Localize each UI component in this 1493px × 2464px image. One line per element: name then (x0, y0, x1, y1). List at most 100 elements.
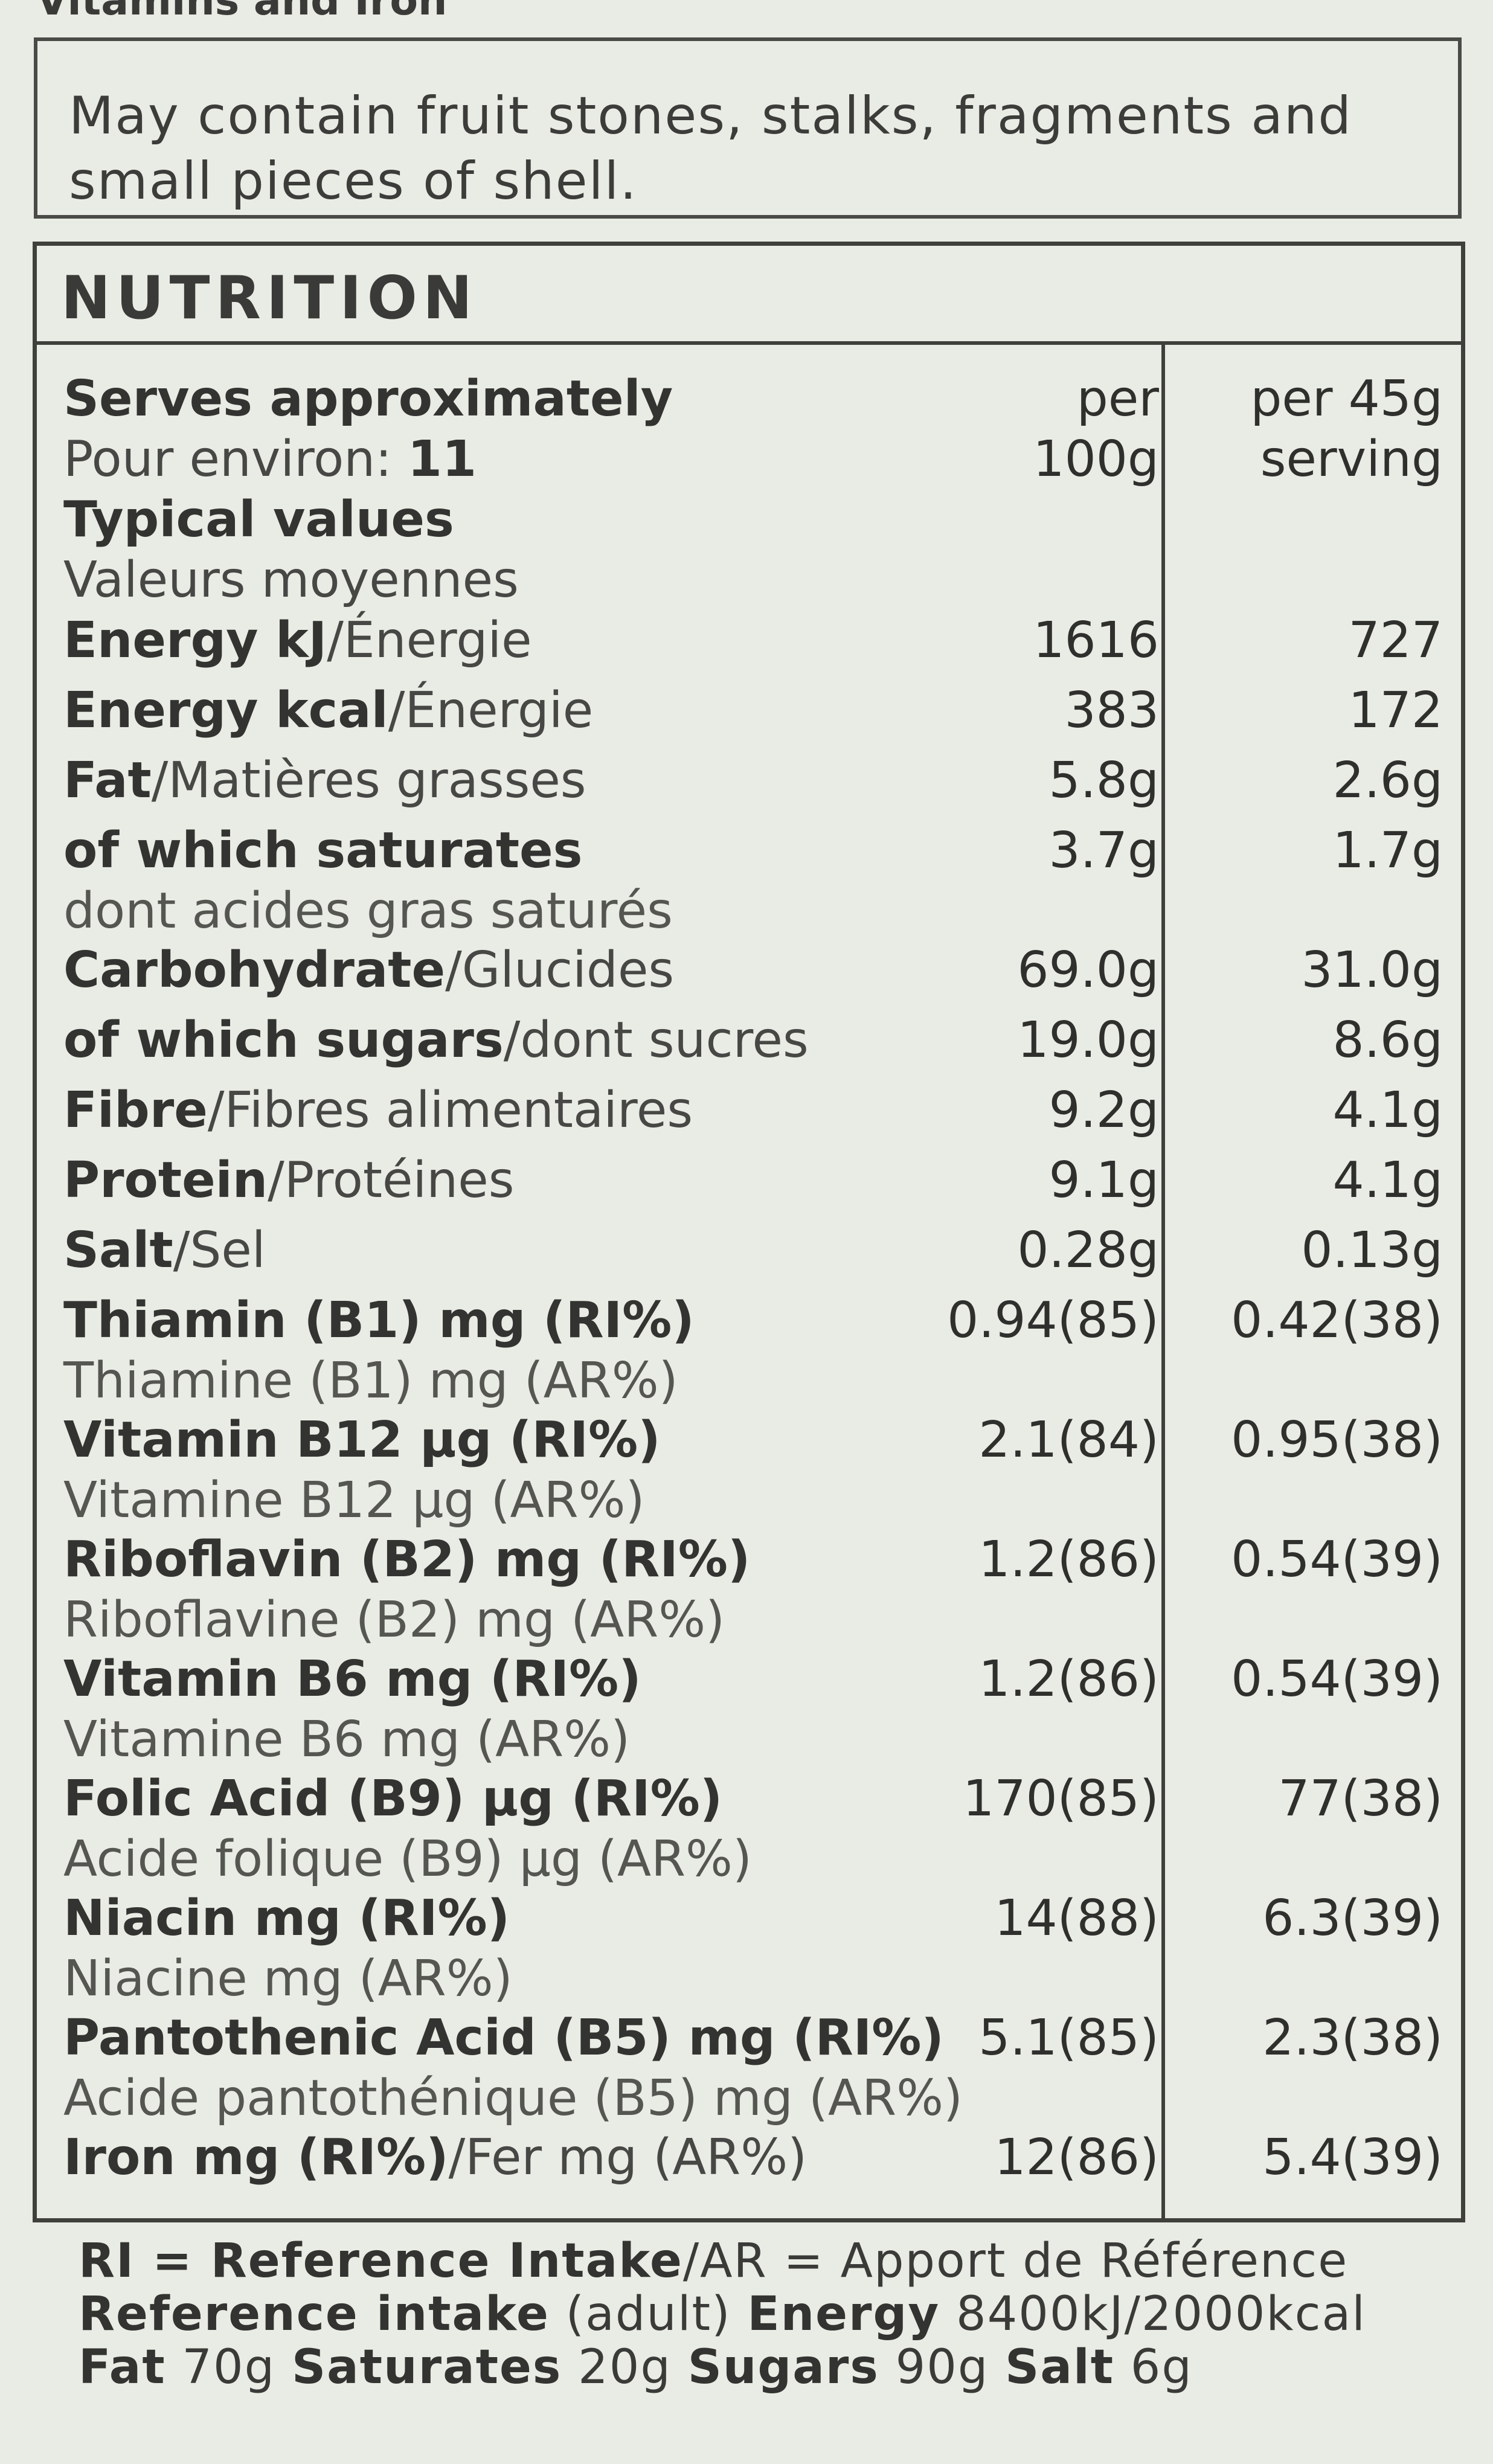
nutrient-name-fr: /Glucides (445, 942, 675, 999)
value-per-100g: 383 (1064, 682, 1159, 739)
col-per-100g-header: per 100g (1033, 369, 1159, 490)
nutrient-name-fr: /Protéines (268, 1152, 515, 1209)
nutrient-label: of which saturates dont acides gras satur… (63, 821, 673, 942)
value-per-100g: 5.1(85) (978, 2009, 1159, 2067)
nutrition-table-body: Serves approximately Pour environ: 11 Ty… (37, 345, 1461, 2218)
nutrient-subname: Vitamine B12 µg (AR%) (63, 1472, 645, 1529)
cut-off-heading: Vitamins and Iron (36, 0, 448, 25)
nutrient-subname: Acide folique (B9) µg (AR%) (63, 1830, 752, 1888)
nutrient-label: Thiamin (B1) mg (RI%) Thiamine (B1) mg (A… (63, 1291, 695, 1411)
value-per-serving: 0.54(39) (1231, 1651, 1443, 1708)
typical-en: Typical values (63, 491, 454, 548)
nutrient-name-en: Fibre (63, 1082, 208, 1139)
value-per-serving: 77(38) (1278, 1770, 1443, 1827)
value-per-serving: 0.54(39) (1231, 1531, 1443, 1588)
col1-line1: per (1076, 370, 1159, 428)
value-per-serving: 8.6g (1332, 1012, 1443, 1069)
nutrient-name-en: Energy kJ (63, 612, 327, 669)
nutrient-label: Niacin mg (RI%) Niacine mg (AR%) (63, 1888, 513, 2009)
value-per-serving: 172 (1348, 682, 1443, 739)
footer-sugars-label: Sugars (687, 2340, 879, 2395)
nutrient-name-en: Iron mg (RI%) (63, 2129, 449, 2186)
nutrient-name-en: Protein (63, 1152, 268, 1209)
col-per-serving-header: per 45g serving (1250, 369, 1443, 490)
column-divider (1161, 345, 1165, 2218)
value-per-100g: 3.7g (1048, 822, 1159, 879)
footer-ri-label: RI = Reference Intake (79, 2234, 683, 2288)
value-per-serving: 2.6g (1332, 752, 1443, 809)
nutrition-table: NUTRITION Serves approximately Pour envi… (33, 242, 1465, 2222)
nutrient-subname: Riboflavine (B2) mg (AR%) (63, 1591, 725, 1649)
value-per-100g: 9.1g (1048, 1152, 1159, 1209)
nutrient-label: Folic Acid (B9) µg (RI%) Acide folique (B… (63, 1769, 752, 1890)
serves-count: 11 (407, 431, 477, 488)
value-per-100g: 19.0g (1017, 1012, 1159, 1069)
value-per-serving: 4.1g (1332, 1152, 1443, 1209)
nutrient-subname: Thiamine (B1) mg (AR%) (63, 1352, 678, 1410)
nutrient-name-en: Thiamin (B1) mg (RI%) (63, 1292, 695, 1349)
nutrient-name-fr: /Énergie (388, 682, 594, 739)
warning-text: May contain fruit stones, stalks, fragme… (69, 86, 1352, 211)
nutrient-name-en: Fat (63, 752, 152, 809)
value-per-serving: 0.42(38) (1231, 1292, 1443, 1349)
value-per-100g: 0.94(85) (947, 1292, 1159, 1349)
nutrient-label: Pantothenic Acid (B5) mg (RI%) Acide pant… (63, 2008, 963, 2129)
value-per-serving: 727 (1348, 612, 1443, 669)
value-per-100g: 14(88) (994, 1890, 1159, 1947)
nutrient-label: Riboflavin (B2) mg (RI%) Riboflavine (B2)… (63, 1530, 750, 1651)
value-per-serving: 4.1g (1332, 1082, 1443, 1139)
value-per-serving: 5.4(39) (1262, 2129, 1443, 2186)
footer-sat-label: Saturates (292, 2340, 562, 2395)
nutrition-title: NUTRITION (37, 246, 1461, 345)
value-per-serving: 2.3(38) (1262, 2009, 1443, 2067)
nutrient-label: Vitamin B12 µg (RI%) Vitamine B12 µg (AR%… (63, 1410, 661, 1531)
nutrient-label: Energy kcal/Énergie (63, 681, 593, 741)
nutrient-subname: Vitamine B6 mg (AR%) (63, 1711, 631, 1768)
value-per-100g: 2.1(84) (978, 1411, 1159, 1469)
nutrient-name-fr: /dont sucres (503, 1012, 809, 1069)
nutrient-name-fr: /Fibres alimentaires (207, 1082, 693, 1139)
value-per-serving: 0.13g (1301, 1222, 1443, 1279)
col2-line1: per 45g (1250, 370, 1443, 428)
nutrient-label: Carbohydrate/Glucides (63, 940, 674, 1001)
nutrient-subname: dont acides gras saturés (63, 882, 673, 940)
value-per-serving: 31.0g (1301, 942, 1443, 999)
nutrient-label: Iron mg (RI%)/Fer mg (AR%) (63, 2128, 807, 2188)
nutrient-label: Fat/Matières grasses (63, 751, 586, 811)
footer-sugars-val: 90g (879, 2340, 1006, 2395)
nutrient-name-en: Vitamin B6 mg (RI%) (63, 1651, 641, 1708)
nutrient-name-en: Energy kcal (63, 682, 388, 739)
serves-en: Serves approximately (63, 370, 673, 428)
nutrient-name-en: Salt (63, 1222, 173, 1279)
nutrient-label: Fibre/Fibres alimentaires (63, 1080, 693, 1141)
nutrient-name-en: Carbohydrate (63, 942, 446, 999)
nutrient-label: Energy kJ/Énergie (63, 611, 532, 671)
nutrient-label: Salt/Sel (63, 1221, 266, 1281)
value-per-100g: 69.0g (1017, 942, 1159, 999)
value-per-100g: 12(86) (994, 2129, 1159, 2186)
nutrient-name-en: Niacin mg (RI%) (63, 1890, 510, 1947)
footer-energy-label: Energy (747, 2287, 940, 2341)
nutrient-name-en: Folic Acid (B9) µg (RI%) (63, 1770, 723, 1827)
nutrient-name-en: Riboflavin (B2) mg (RI%) (63, 1531, 751, 1588)
reference-intake-footer: RI = Reference Intake/AR = Apport de Réf… (79, 2235, 1443, 2394)
footer-fat-val: 70g (165, 2340, 292, 2395)
typical-fr: Valeurs moyennes (63, 551, 519, 609)
nutrient-subname: Acide pantothénique (B5) mg (AR%) (63, 2070, 963, 2127)
value-per-100g: 1.2(86) (978, 1531, 1159, 1588)
footer-salt-val: 6g (1114, 2340, 1193, 2395)
nutrient-label: Protein/Protéines (63, 1150, 514, 1211)
col2-line2: serving (1260, 431, 1443, 488)
footer-ar-label: /AR = Apport de Référence (682, 2234, 1349, 2288)
value-per-100g: 0.28g (1017, 1222, 1159, 1279)
value-per-100g: 1616 (1033, 612, 1159, 669)
nutrient-name-fr: /Sel (173, 1222, 266, 1279)
nutrient-name-en: Pantothenic Acid (B5) mg (RI%) (63, 2009, 944, 2067)
nutrient-name-fr: /Énergie (327, 612, 532, 669)
nutrient-label: Vitamin B6 mg (RI%) Vitamine B6 mg (AR%) (63, 1649, 641, 1770)
nutrient-subname: Niacine mg (AR%) (63, 1950, 513, 2007)
footer-sat-val: 20g (562, 2340, 688, 2395)
footer-salt-label: Salt (1005, 2340, 1114, 2395)
header-labels: Serves approximately Pour environ: 11 Ty… (63, 369, 673, 611)
value-per-serving: 6.3(39) (1262, 1890, 1443, 1947)
